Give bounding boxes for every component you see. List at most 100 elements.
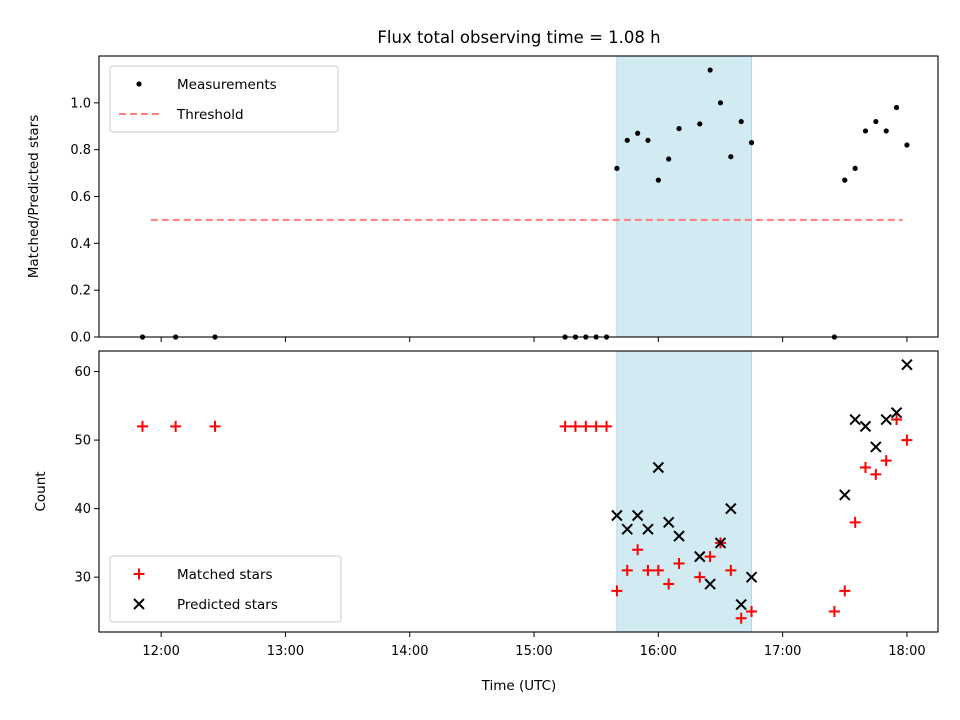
predicted-star-point — [725, 502, 737, 515]
matched-star-point — [621, 564, 633, 576]
legend-label: Measurements — [177, 77, 277, 93]
x-tick-label: 14:00 — [391, 644, 428, 659]
matched-star-point — [839, 585, 851, 597]
matched-star-point — [735, 612, 747, 624]
y-tick-label: 0.8 — [70, 143, 91, 158]
matched-star-point — [632, 544, 644, 556]
matched-star-point — [209, 420, 221, 432]
legend-label: Threshold — [176, 107, 244, 123]
measurement-point — [862, 128, 869, 134]
measurement-point — [676, 125, 682, 132]
measurement-point — [655, 177, 661, 183]
measurement-point — [904, 142, 910, 148]
measurement-point — [738, 118, 744, 125]
legend-box — [109, 65, 339, 133]
matched-star-point — [559, 420, 571, 432]
shaded-region — [616, 350, 753, 633]
legend-label: Matched stars — [177, 567, 273, 583]
predicted-star-point — [870, 441, 882, 453]
predicted-star-point — [890, 406, 903, 419]
predicted-star-point — [839, 489, 851, 501]
y-tick-label: 60 — [74, 365, 91, 380]
legend-swatch — [133, 568, 145, 580]
predicted-star-point — [859, 420, 872, 433]
matched-star-point — [170, 420, 182, 432]
predicted-star-point — [652, 461, 665, 474]
measurement-point — [748, 140, 755, 146]
matched-star-point — [859, 462, 871, 474]
measurement-point — [873, 118, 879, 125]
measurement-point — [666, 156, 672, 162]
predicted-star-point — [673, 530, 685, 542]
predicted-star-point — [704, 578, 716, 590]
measurement-point — [707, 67, 713, 73]
measurement-point — [717, 100, 724, 106]
legend-swatch — [136, 81, 142, 87]
predicted-star-point — [611, 509, 623, 522]
predicted-star-point — [642, 523, 654, 535]
matched-star-point — [704, 551, 716, 563]
x-tick-label: 15:00 — [515, 644, 552, 659]
measurement-point — [697, 121, 703, 127]
predicted-star-point — [662, 516, 675, 529]
y-tick-label: 0.6 — [70, 190, 91, 205]
matched-star-point — [870, 468, 882, 480]
measurement-point — [852, 165, 858, 171]
measurement-point — [635, 130, 641, 136]
legend: Matched stars Predicted stars — [109, 555, 342, 623]
y-axis-title: Count — [33, 471, 49, 511]
matched-star-point — [137, 420, 149, 432]
predicted-star-point — [631, 509, 644, 522]
y-tick-label: 50 — [74, 434, 91, 449]
matched-star-point — [580, 420, 592, 432]
legend-swatch — [133, 598, 145, 610]
y-tick-label: 0.4 — [70, 237, 91, 252]
predicted-star-point — [621, 523, 633, 535]
matched-star-point — [880, 455, 892, 467]
matched-star-point — [642, 564, 654, 576]
predicted-star-point — [849, 413, 861, 426]
matched-star-point — [828, 605, 840, 617]
y-axis-title: Matched/Predicted stars — [26, 115, 42, 278]
predicted-star-point — [880, 413, 892, 426]
predicted-star-point — [735, 598, 747, 611]
matched-star-point — [725, 564, 737, 576]
measurement-point — [728, 154, 734, 160]
x-tick-label: 13:00 — [267, 644, 304, 659]
legend-label: Predicted stars — [177, 597, 278, 613]
measurement-point — [614, 165, 620, 171]
matched-star-point — [891, 414, 903, 426]
y-tick-label: 1.0 — [70, 96, 91, 111]
matched-star-point — [590, 420, 602, 432]
legend-box — [109, 555, 342, 623]
predicted-star-point — [714, 537, 727, 549]
ratio-panel: 0.0 0.2 0.4 0.6 0.8 1.0 Matched/Predicted star… — [26, 55, 939, 346]
axes-frame — [98, 350, 939, 633]
legend: Measurements Threshold — [109, 65, 339, 133]
x-tick-label: 17:00 — [764, 644, 801, 659]
shaded-region — [616, 55, 753, 338]
matched-star-point — [694, 571, 706, 583]
x-tick-label: 12:00 — [142, 644, 179, 659]
chart-title: Flux total observing time = 1.08 h — [377, 28, 660, 47]
x-tick-label: 16:00 — [640, 644, 677, 659]
predicted-star-point — [745, 571, 758, 583]
y-tick-label: 30 — [74, 571, 91, 586]
measurement-point — [883, 128, 889, 134]
measurement-point — [624, 137, 630, 143]
matched-star-point — [901, 434, 913, 446]
predicted-star-point — [901, 358, 913, 371]
count-panel: 30 40 50 60 12:00 13:00 14:00 15:00 16:00 17:00 18… — [33, 350, 939, 659]
matched-star-point — [849, 516, 861, 528]
measurement-point — [893, 104, 900, 111]
y-tick-label: 0.0 — [70, 331, 91, 346]
matched-star-point — [746, 605, 758, 617]
matched-star-point — [663, 578, 675, 590]
x-tick-label: 18:00 — [888, 644, 925, 659]
matched-star-point — [611, 585, 623, 597]
matched-star-point — [601, 420, 613, 432]
measurement-point — [842, 177, 848, 183]
y-tick-label: 0.2 — [70, 284, 91, 299]
measurement-point — [645, 137, 651, 143]
